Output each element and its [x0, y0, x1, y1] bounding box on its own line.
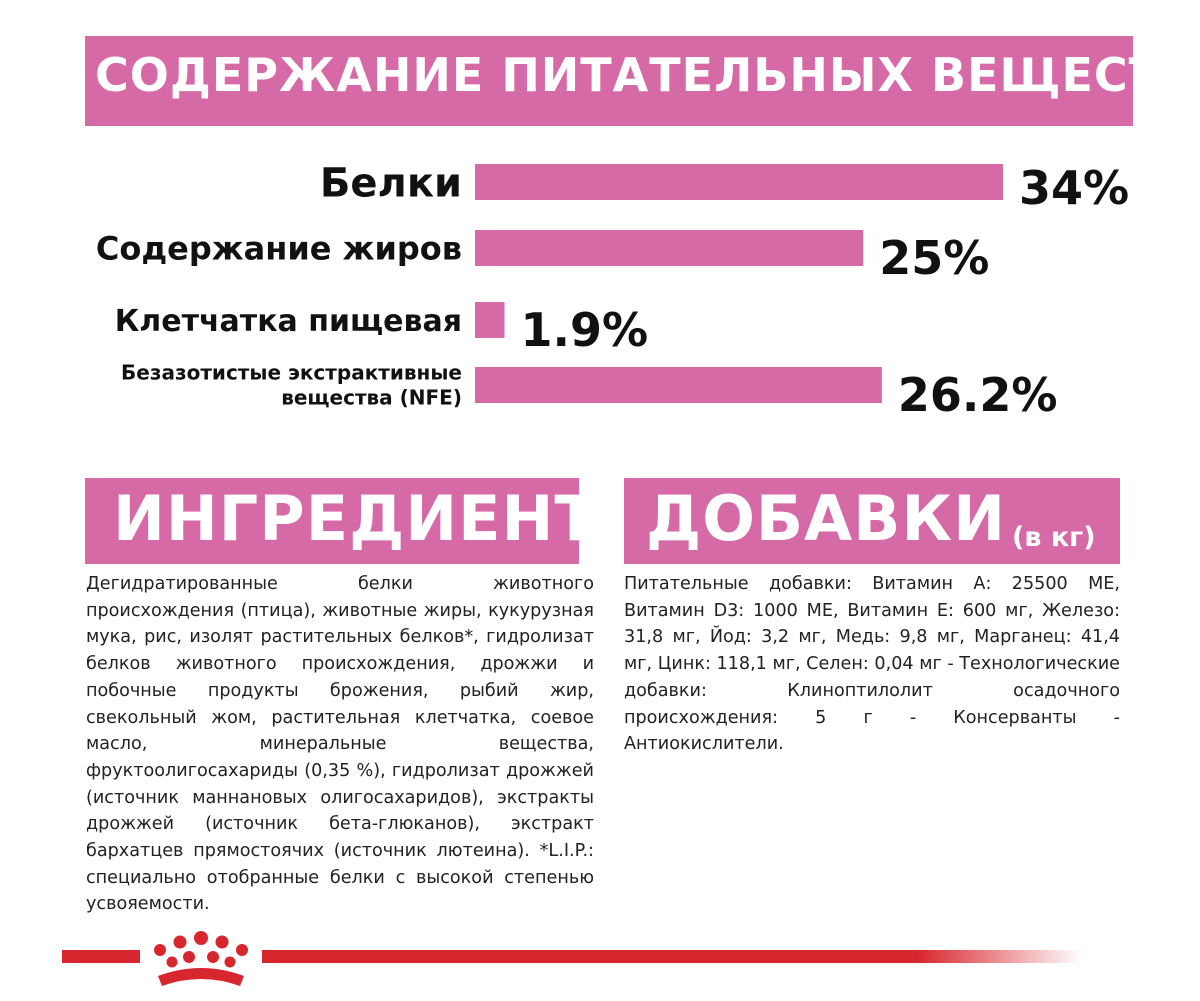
- ingredients-title: ИНГРЕДИЕНТЫ: [113, 482, 663, 555]
- category-label-fat: Содержание жиров: [96, 230, 462, 268]
- category-label-nfe: Безазотистые экстрактивные вещества (NFE): [121, 361, 462, 410]
- ingredients-text: Дегидратированные белки животного происх…: [86, 574, 594, 915]
- footer-line-left: [62, 950, 140, 963]
- bar-fat: [475, 230, 864, 266]
- value-label-nfe: 26.2%: [898, 368, 1058, 422]
- footer-line-right: [262, 950, 1082, 963]
- footer: [62, 931, 1082, 986]
- category-label-fiber: Клетчатка пищевая: [115, 304, 462, 339]
- value-label-fiber: 1.9%: [521, 303, 649, 357]
- additives-unit: (в кг): [1012, 522, 1096, 553]
- additives-title: ДОБАВКИ: [646, 482, 1006, 555]
- value-label-fat: 25%: [879, 231, 989, 285]
- ingredients-banner: ИНГРЕДИЕНТЫ: [85, 478, 662, 564]
- bar-fiber: [475, 302, 505, 338]
- value-label-protein: 34%: [1019, 161, 1129, 215]
- bar-nfe: [475, 367, 882, 403]
- bar-protein: [475, 164, 1003, 200]
- category-label-protein: Белки: [320, 160, 462, 206]
- nutrition-title-banner: СОДЕРЖАНИЕ ПИТАТЕЛЬНЫХ ВЕЩЕСТВ: [85, 36, 1196, 126]
- nutrition-title: СОДЕРЖАНИЕ ПИТАТЕЛЬНЫХ ВЕЩЕСТВ: [95, 48, 1198, 102]
- additives-text: Питательные добавки: Витамин А: 25500 МЕ…: [624, 574, 1120, 755]
- additives-banner: ДОБАВКИ (в кг): [624, 478, 1120, 564]
- nutrition-bar-chart: Белки 34% Содержание жиров 25% Клетчатка пищ…: [96, 160, 1129, 422]
- crown-icon: [154, 931, 248, 986]
